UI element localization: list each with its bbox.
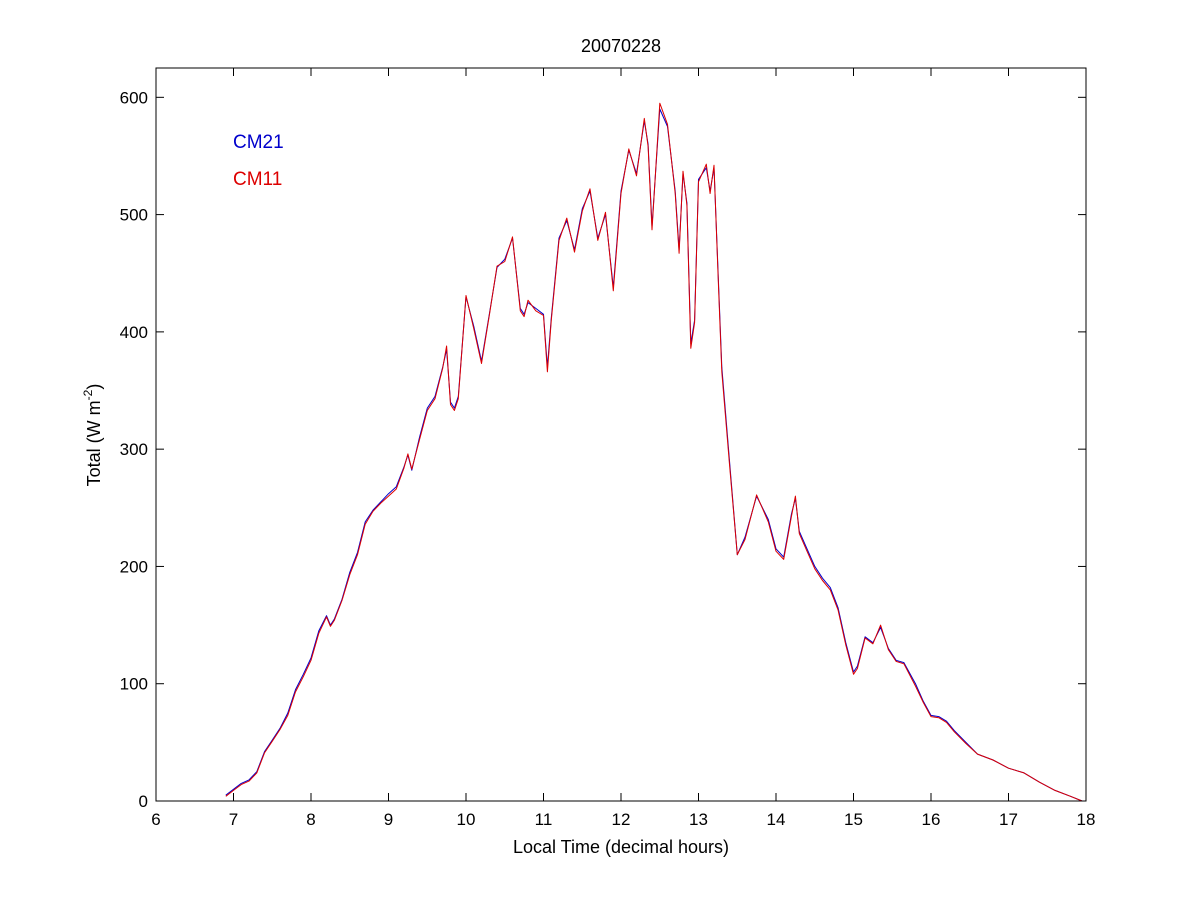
- series-layer: [225, 102, 1083, 802]
- y-tick-label: 400: [120, 323, 148, 342]
- y-tick-label: 500: [120, 206, 148, 225]
- x-tick-label: 14: [767, 810, 786, 829]
- series-line-cm11: [225, 102, 1083, 802]
- x-tick-label: 12: [612, 810, 631, 829]
- y-axis-ticks: 0 100 200 300 400 500 600: [120, 88, 1086, 811]
- x-tick-label: 8: [306, 810, 315, 829]
- x-tick-label: 10: [457, 810, 476, 829]
- y-axis-label-superscript: -2: [81, 389, 95, 400]
- x-tick-label: 17: [999, 810, 1018, 829]
- y-tick-label: 200: [120, 557, 148, 576]
- x-tick-label: 16: [922, 810, 941, 829]
- x-tick-label: 6: [151, 810, 160, 829]
- x-axis-label: Local Time (decimal hours): [513, 837, 729, 857]
- y-tick-label: 0: [139, 792, 148, 811]
- y-axis-label: Total (W m-2): [81, 384, 104, 487]
- chart-title: 20070228: [581, 36, 661, 56]
- y-axis-label-main: Total (W m: [84, 400, 104, 486]
- y-tick-label: 600: [120, 88, 148, 107]
- x-axis-ticks: 6 7 8 9 10 11 12 13 14 15 16 17 18: [151, 68, 1095, 829]
- x-tick-label: 11: [535, 810, 553, 829]
- x-tick-label: 13: [689, 810, 708, 829]
- x-tick-label: 15: [844, 810, 863, 829]
- y-tick-label: 100: [120, 675, 148, 694]
- x-tick-label: 7: [229, 810, 238, 829]
- x-tick-label: 18: [1077, 810, 1096, 829]
- y-axis-label-close: ): [84, 384, 104, 390]
- legend: CM21 CM11: [233, 132, 284, 190]
- legend-entry-cm21: CM21: [233, 132, 284, 153]
- x-tick-label: 9: [384, 810, 393, 829]
- y-tick-label: 300: [120, 440, 148, 459]
- legend-entry-cm11: CM11: [233, 169, 282, 190]
